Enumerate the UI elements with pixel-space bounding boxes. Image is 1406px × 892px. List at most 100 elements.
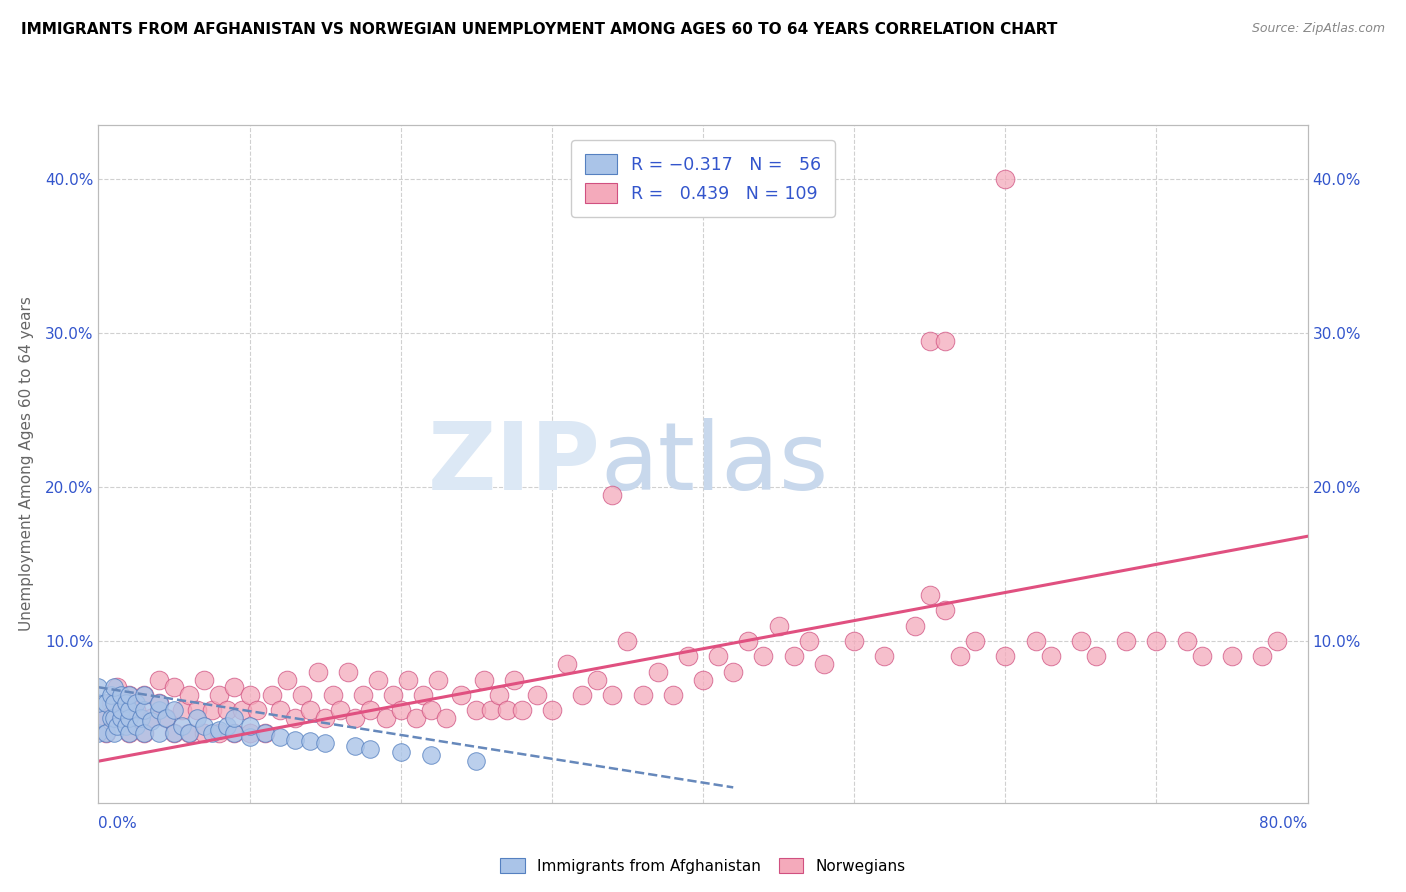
Point [118, 726, 141, 740]
Point [540, 703, 562, 717]
Point [125, 696, 148, 710]
Point [396, 673, 419, 687]
Point [132, 703, 155, 717]
Point [904, 618, 927, 632]
Point [132, 726, 155, 740]
Point [707, 649, 730, 664]
Point [215, 703, 238, 717]
Point [382, 688, 405, 702]
Point [692, 673, 714, 687]
Point [1175, 634, 1198, 648]
Point [336, 665, 359, 679]
Point [110, 711, 132, 725]
Point [110, 688, 132, 702]
Point [118, 711, 141, 725]
Point [141, 714, 163, 728]
Point [114, 696, 136, 710]
Text: 80.0%: 80.0% [1260, 816, 1308, 831]
Point [1115, 634, 1137, 648]
Point [783, 649, 806, 664]
Point [94, 726, 117, 740]
Point [602, 688, 624, 702]
Point [269, 730, 291, 744]
Point [481, 703, 503, 717]
Point [647, 665, 669, 679]
Point [208, 726, 231, 740]
Point [813, 657, 835, 672]
Point [103, 726, 125, 740]
Point [125, 703, 148, 717]
Point [246, 703, 269, 717]
Point [299, 703, 322, 717]
Point [291, 688, 314, 702]
Point [163, 680, 186, 694]
Point [374, 711, 396, 725]
Point [103, 696, 125, 710]
Point [163, 726, 186, 740]
Point [215, 719, 238, 733]
Point [269, 703, 291, 717]
Point [94, 696, 117, 710]
Point [193, 726, 215, 740]
Point [110, 703, 132, 717]
Point [186, 711, 208, 725]
Point [918, 588, 941, 602]
Point [87, 696, 110, 710]
Legend: R = −0.317   N =   56, R =   0.439   N = 109: R = −0.317 N = 56, R = 0.439 N = 109 [571, 140, 835, 217]
Text: atlas: atlas [600, 417, 828, 510]
Point [389, 703, 412, 717]
Point [100, 711, 122, 725]
Point [231, 703, 253, 717]
Point [284, 711, 307, 725]
Point [155, 711, 177, 725]
Point [201, 703, 224, 717]
Point [526, 688, 548, 702]
Point [420, 747, 443, 762]
Point [100, 688, 122, 702]
Point [616, 634, 638, 648]
Text: Source: ZipAtlas.com: Source: ZipAtlas.com [1251, 22, 1385, 36]
Point [239, 730, 262, 744]
Point [103, 680, 125, 694]
Point [193, 673, 215, 687]
Point [100, 696, 122, 710]
Point [662, 688, 685, 702]
Point [224, 726, 246, 740]
Point [329, 703, 352, 717]
Point [87, 711, 110, 725]
Point [201, 726, 224, 740]
Point [723, 665, 745, 679]
Point [503, 673, 526, 687]
Point [465, 703, 488, 717]
Point [103, 711, 125, 725]
Point [148, 703, 170, 717]
Point [844, 634, 866, 648]
Point [307, 665, 329, 679]
Point [434, 711, 457, 725]
Point [170, 703, 193, 717]
Point [148, 696, 170, 710]
Point [170, 719, 193, 733]
Point [602, 488, 624, 502]
Point [1070, 634, 1092, 648]
Point [934, 334, 956, 348]
Point [239, 719, 262, 733]
Point [1085, 649, 1108, 664]
Point [488, 688, 510, 702]
Point [132, 688, 155, 702]
Point [389, 745, 412, 759]
Point [934, 603, 956, 617]
Point [586, 673, 609, 687]
Point [114, 719, 136, 733]
Point [253, 726, 276, 740]
Point [239, 726, 262, 740]
Point [676, 649, 699, 664]
Point [752, 649, 775, 664]
Point [737, 634, 759, 648]
Point [253, 726, 276, 740]
Point [510, 703, 533, 717]
Point [179, 726, 201, 740]
Point [472, 673, 495, 687]
Point [555, 657, 578, 672]
Point [1039, 649, 1062, 664]
